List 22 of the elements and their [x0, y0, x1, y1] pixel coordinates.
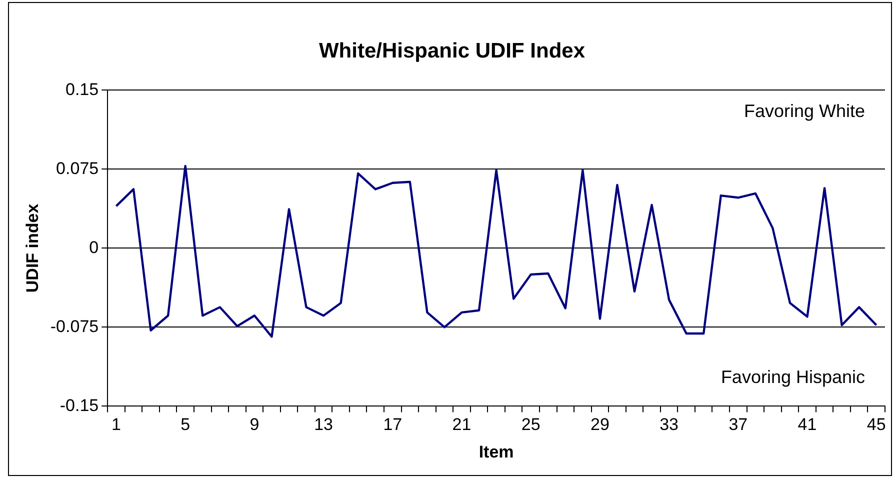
x-axis-title: Item: [478, 442, 514, 462]
y-tick-label: 0.15: [66, 80, 99, 99]
annotation: Favoring White: [744, 101, 865, 122]
y-tick-label: 0.075: [56, 158, 99, 178]
y-tick-label: -0.15: [60, 396, 99, 415]
x-tick-label: 21: [452, 415, 472, 434]
x-tick-label: 17: [383, 415, 402, 434]
y-tick-label: 0: [89, 238, 99, 257]
x-tick-label: 33: [660, 415, 679, 434]
annotation: Favoring Hispanic: [720, 367, 865, 388]
x-tick-label: 5: [180, 415, 190, 434]
x-tick-label: 29: [590, 415, 610, 434]
chart-title: White/Hispanic UDIF Index: [318, 39, 586, 62]
y-tick-label: -0.075: [50, 316, 99, 336]
x-tick-label: 1: [112, 415, 121, 434]
x-tick-label: 41: [798, 415, 817, 434]
x-tick-label: 45: [866, 415, 886, 434]
x-tick-label: 25: [521, 415, 540, 434]
x-tick-label: 9: [250, 415, 260, 434]
x-tick-label: 13: [314, 415, 334, 434]
x-tick-label: 37: [728, 415, 748, 434]
y-axis-title: UDIF index: [22, 203, 42, 293]
